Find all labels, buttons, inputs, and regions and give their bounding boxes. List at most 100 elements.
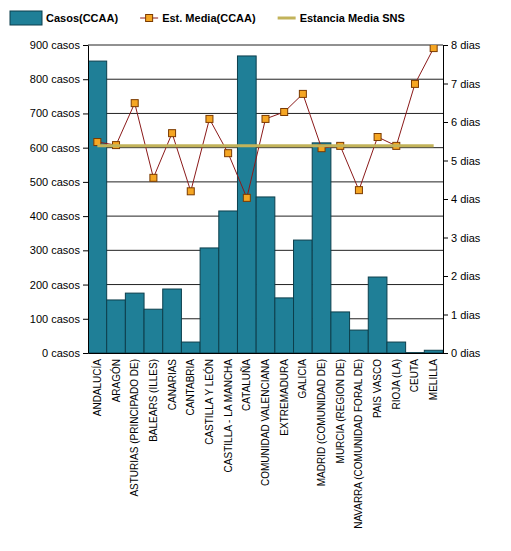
y-axis: 0 casos 100 casos 200 casos 300 casos 400 ca… xyxy=(30,39,89,359)
tick: 900 casos xyxy=(30,39,88,51)
legend-swatch xyxy=(10,11,42,25)
bar xyxy=(219,211,238,353)
tick-label: CANARIAS xyxy=(167,359,178,410)
tick-label: CASTILLA Y LEÓN xyxy=(203,359,215,445)
tick: 3 dias xyxy=(443,232,481,244)
tick: COMUNIDAD VALENCIANA xyxy=(260,359,271,486)
tick-mark xyxy=(83,319,88,320)
bar xyxy=(424,350,443,353)
y2-axis: 0 dias1 dias2 dias3 dias4 dias5 dias6 di… xyxy=(443,39,481,359)
bar xyxy=(144,309,163,353)
tick: MELILLA xyxy=(428,359,439,400)
tick: 0 casos xyxy=(42,347,88,359)
tick-label: ARAGÓN xyxy=(110,359,122,402)
tick-label: 700 casos xyxy=(30,107,81,119)
tick-label: 800 casos xyxy=(30,73,81,85)
tick: CEUTA xyxy=(409,359,420,392)
tick-label: 300 casos xyxy=(30,244,81,256)
tick: CANARIAS xyxy=(167,359,178,410)
legend-marker xyxy=(146,15,153,22)
legend: Casos(CCAA)Est. Media(CCAA)Estancia Medi… xyxy=(10,11,405,25)
bar xyxy=(275,298,294,353)
tick-label: 200 casos xyxy=(30,279,81,291)
marker xyxy=(131,100,138,107)
tick: ANDALUCÍA xyxy=(91,359,103,417)
tick: 7 dias xyxy=(443,78,481,90)
tick: 100 casos xyxy=(30,313,88,325)
tick-mark xyxy=(443,45,448,46)
tick: 800 casos xyxy=(30,73,88,85)
tick-label: 100 casos xyxy=(30,313,81,325)
tick: CASTILLA Y LEÓN xyxy=(203,359,215,445)
tick-label: ASTURIAS (PRINCIPADO DE) xyxy=(129,359,140,497)
tick-mark xyxy=(83,113,88,114)
tick-mark xyxy=(83,148,88,149)
tick: 200 casos xyxy=(30,279,88,291)
marker xyxy=(206,115,213,122)
tick-mark xyxy=(83,45,88,46)
tick: BALEARS (ILLES) xyxy=(148,359,159,442)
marker xyxy=(430,45,437,52)
bar xyxy=(237,56,256,353)
tick-label: 0 casos xyxy=(42,347,80,359)
marker xyxy=(169,130,176,137)
line xyxy=(97,48,433,198)
marker xyxy=(281,108,288,115)
tick-label: 600 casos xyxy=(30,142,81,154)
tick-label: EXTREMADURA xyxy=(279,359,290,436)
grid-line xyxy=(88,113,443,114)
bar xyxy=(331,312,350,353)
tick-label: COMUNIDAD VALENCIANA xyxy=(260,359,271,486)
tick: RIOJA (LA) xyxy=(391,359,402,410)
tick: 400 casos xyxy=(30,210,88,222)
legend-item: Est. Media(CCAA) xyxy=(140,12,256,24)
marker xyxy=(374,134,381,141)
chart: 0 casos 100 casos 200 casos 300 casos 400 ca… xyxy=(0,0,511,551)
grid xyxy=(88,45,443,353)
tick: MADRID (COMUNIDAD DE) xyxy=(316,359,327,486)
marker xyxy=(187,188,194,195)
tick: MURCIA (REGION DE) xyxy=(335,359,346,463)
marker xyxy=(243,194,250,201)
bar xyxy=(406,352,425,353)
tick: 5 dias xyxy=(443,155,481,167)
tick-label: 400 casos xyxy=(30,210,81,222)
tick-label: 1 dias xyxy=(451,309,481,321)
tick: 0 dias xyxy=(443,347,481,359)
tick-mark xyxy=(443,353,448,354)
bar xyxy=(88,61,107,353)
tick-mark xyxy=(83,216,88,217)
tick-label: 2 dias xyxy=(451,270,481,282)
bar xyxy=(200,248,219,353)
tick-label: MADRID (COMUNIDAD DE) xyxy=(316,359,327,486)
legend-label: Casos(CCAA) xyxy=(46,12,118,24)
tick-label: MURCIA (REGION DE) xyxy=(335,359,346,463)
tick-mark xyxy=(443,238,448,239)
bar xyxy=(256,197,275,353)
tick-label: CATALUÑA xyxy=(240,359,252,411)
marks xyxy=(88,45,443,353)
tick-label: 500 casos xyxy=(30,176,81,188)
tick-mark xyxy=(83,285,88,286)
tick-mark xyxy=(83,79,88,80)
tick: 300 casos xyxy=(30,244,88,256)
tick: PAIS VASCO xyxy=(372,359,383,418)
tick-label: CEUTA xyxy=(409,359,420,392)
grid-line xyxy=(88,181,443,182)
tick-mark xyxy=(83,353,88,354)
marker xyxy=(299,90,306,97)
plot: 0 casos 100 casos 200 casos 300 casos 400 ca… xyxy=(30,39,481,529)
tick-mark xyxy=(443,122,448,123)
tick-mark xyxy=(443,199,448,200)
tick: 4 dias xyxy=(443,193,481,205)
bar xyxy=(350,330,369,353)
tick-label: MELILLA xyxy=(428,359,439,400)
tick-label: 900 casos xyxy=(30,39,81,51)
x-axis: ANDALUCÍA ARAGÓN ASTURIAS (PRINCIPADO DE) B… xyxy=(89,354,444,529)
tick-mark xyxy=(83,182,88,183)
bar xyxy=(163,289,182,353)
axis-line xyxy=(89,353,444,354)
tick-label: 3 dias xyxy=(451,232,481,244)
tick: CATALUÑA xyxy=(240,359,252,411)
bar xyxy=(387,342,406,353)
